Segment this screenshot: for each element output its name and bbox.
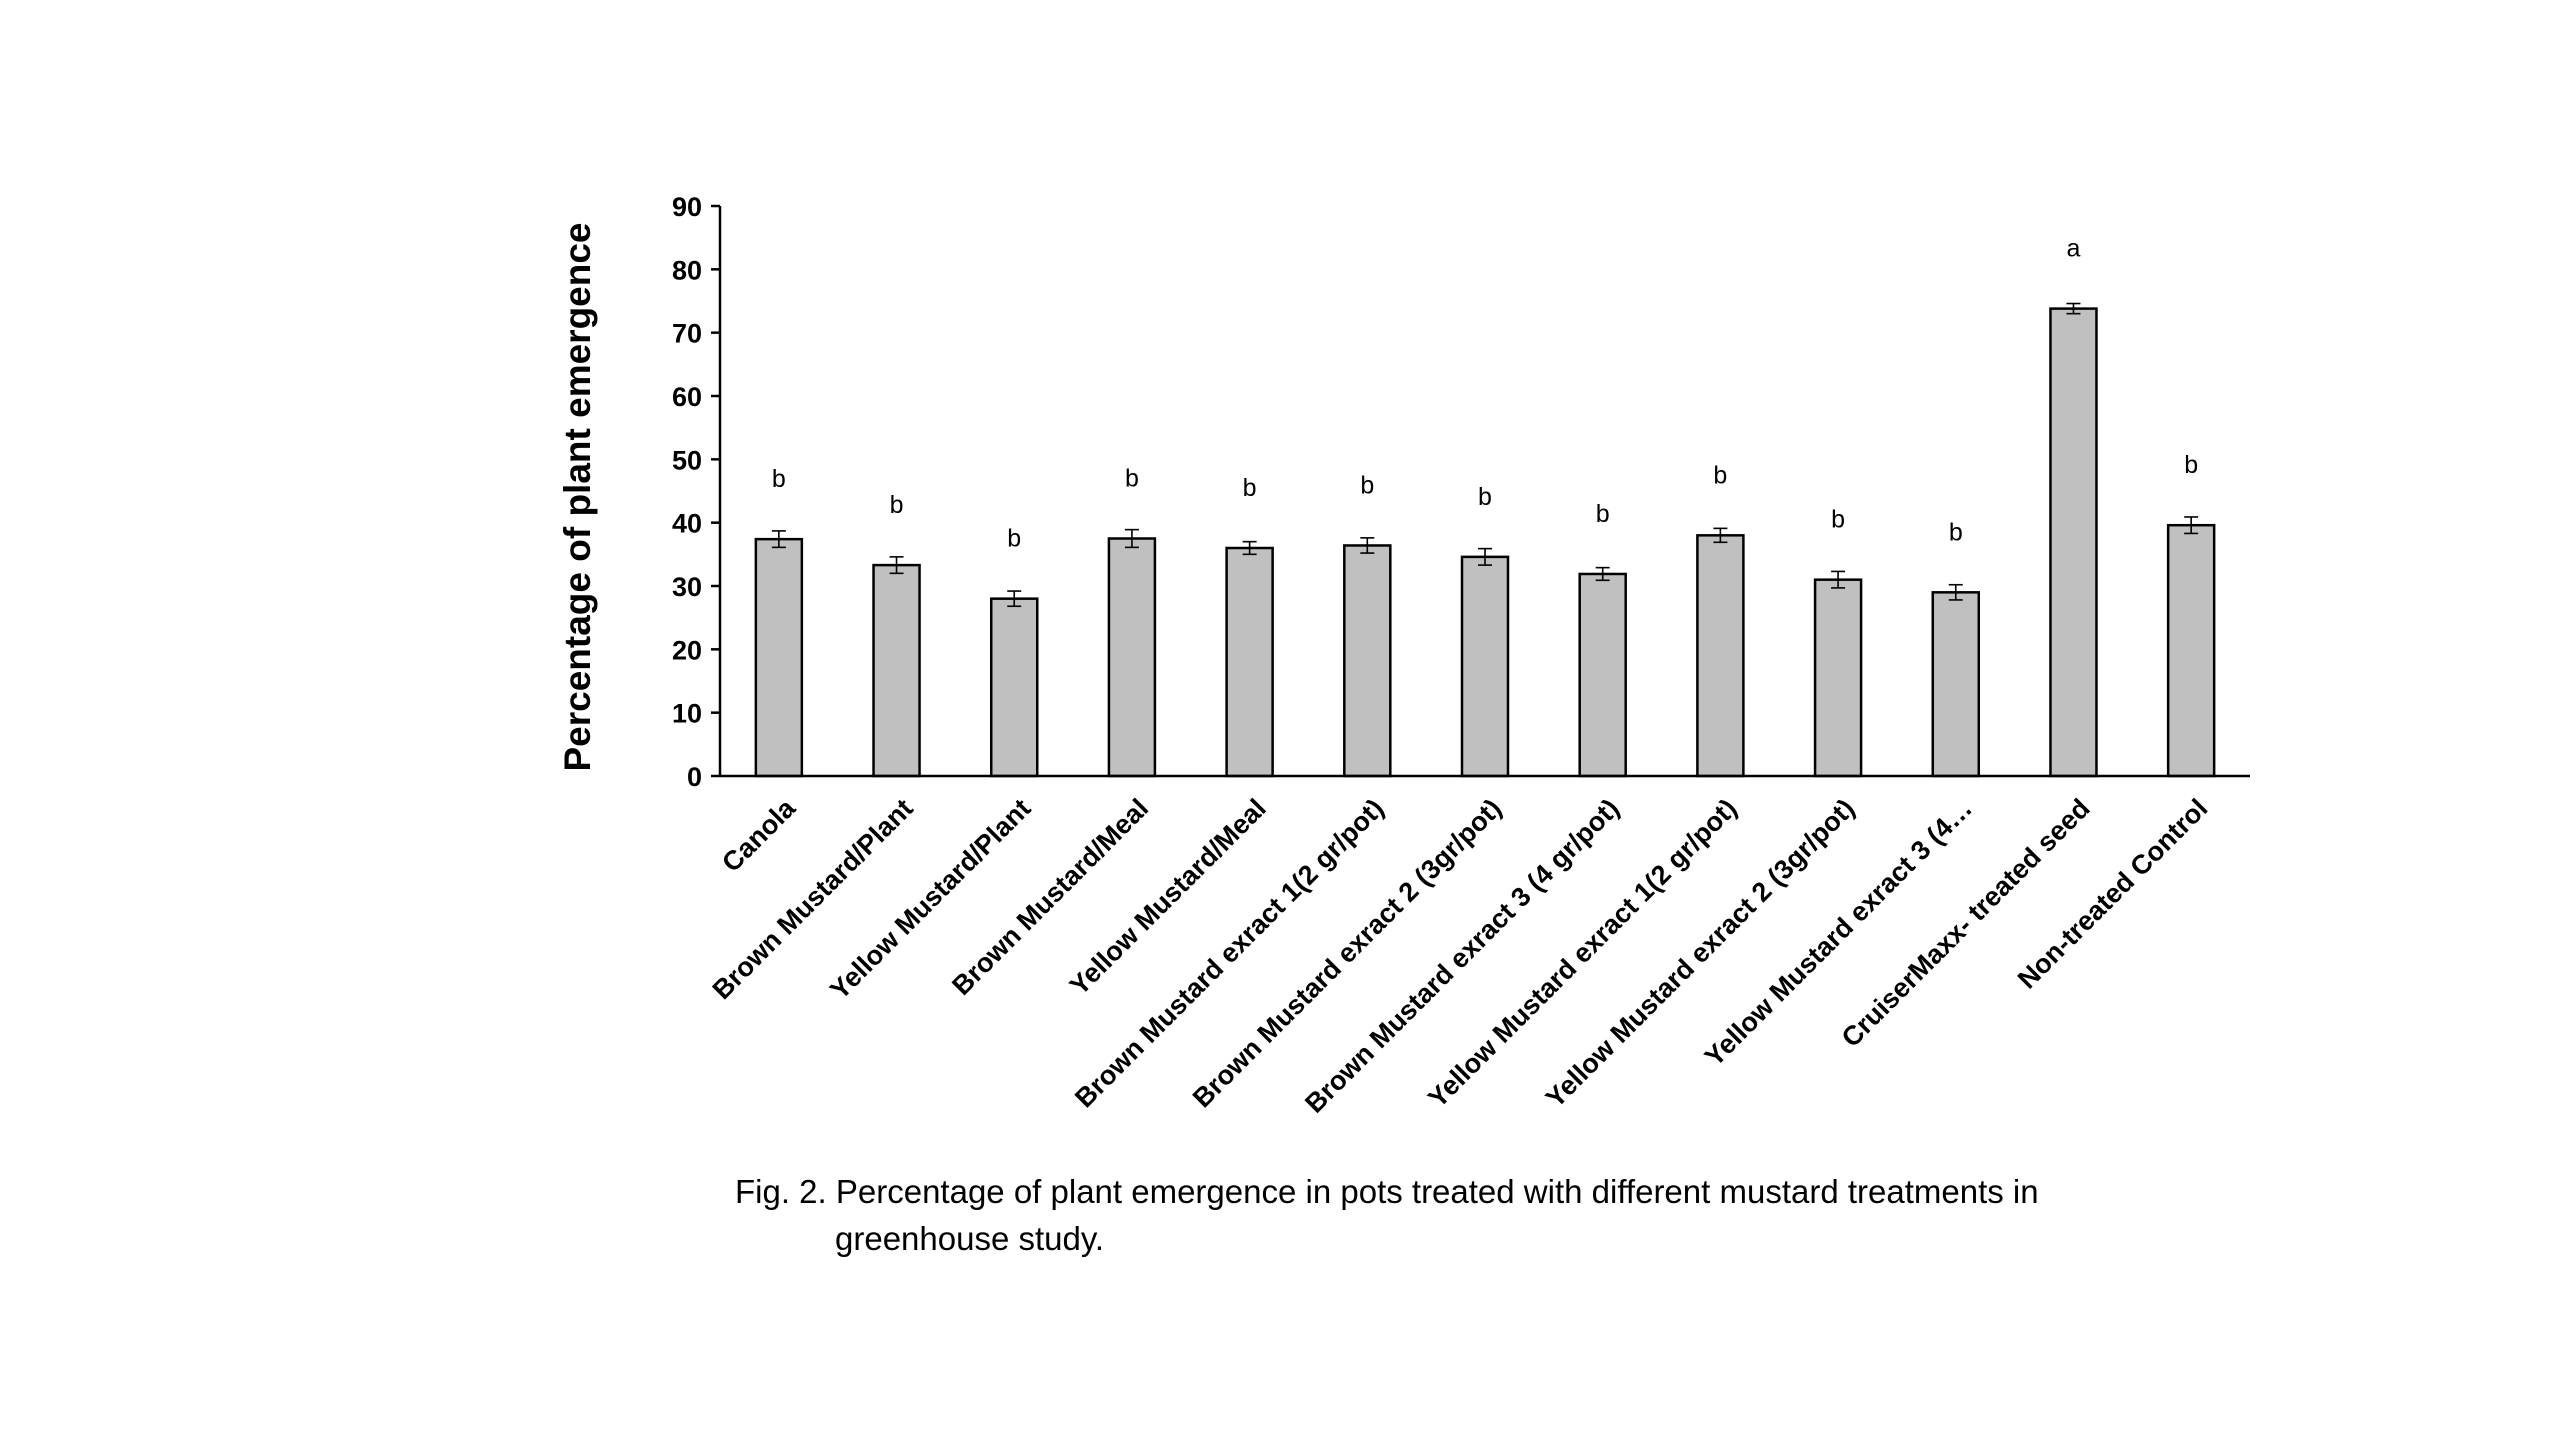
bar [1107,537,1157,778]
y-tick-label: 0 [687,762,702,792]
y-tick-label: 30 [672,572,702,602]
y-tick-label: 90 [672,192,702,222]
y-axis: 0 10 20 30 40 50 60 70 80 90 [672,192,722,792]
bar [989,597,1039,778]
x-tick-label: Non-treated Control [2012,793,2214,995]
significance-letter: b [1831,506,1845,534]
significance-letter: b [890,491,904,519]
y-tick-label: 20 [672,635,702,665]
y-tick-label: 10 [672,699,702,729]
bar [872,563,921,778]
y-axis-label: Percentage of plant emergence [557,222,598,771]
y-tick-label: 50 [672,445,702,475]
significance-letter: b [1713,461,1727,489]
bar [1578,572,1627,778]
bar [754,537,804,778]
bar [2049,307,2098,778]
bar [1343,544,1392,778]
significance-letter: a [2067,235,2081,263]
significance-letter: b [1360,471,1374,499]
y-tick-label: 80 [672,255,702,285]
bars: b b b b b b b b b b b a b [754,235,2216,778]
bar [1460,555,1510,778]
y-tick-label: 60 [672,382,702,412]
caption-line-1: Fig. 2. Percentage of plant emergence in… [735,1173,2039,1210]
bar [1225,546,1274,778]
caption-line-2: greenhouse study. [835,1220,1105,1257]
significance-letter: b [1243,474,1257,502]
significance-letter: b [1478,483,1492,511]
figure-caption: Fig. 2. Percentage of plant emergence in… [735,1168,2155,1262]
significance-letter: b [1007,525,1021,553]
x-tick-label: Canola [716,792,802,878]
significance-letter: b [1596,500,1610,528]
bar [1813,578,1863,778]
significance-letter: b [2184,451,2198,479]
significance-letter: b [1125,465,1139,493]
x-tick-label: Brown Mustard/Plant [707,793,919,1005]
x-tick-label: Yellow Mustard/Meal [1064,793,1272,1001]
x-tick-label: CruiserMaxx- treated seed [1836,793,2096,1053]
y-tick-label: 70 [672,319,702,349]
y-tick-label: 40 [672,509,702,539]
significance-letter: b [772,465,786,493]
significance-letter: b [1949,518,1963,546]
x-tick-label: Yellow Mustard/Plant [824,793,1036,1005]
x-tick-label: Brown Mustard/Meal [946,793,1154,1001]
bar [1696,534,1745,778]
bar [1931,591,1981,778]
bar [2166,523,2216,778]
